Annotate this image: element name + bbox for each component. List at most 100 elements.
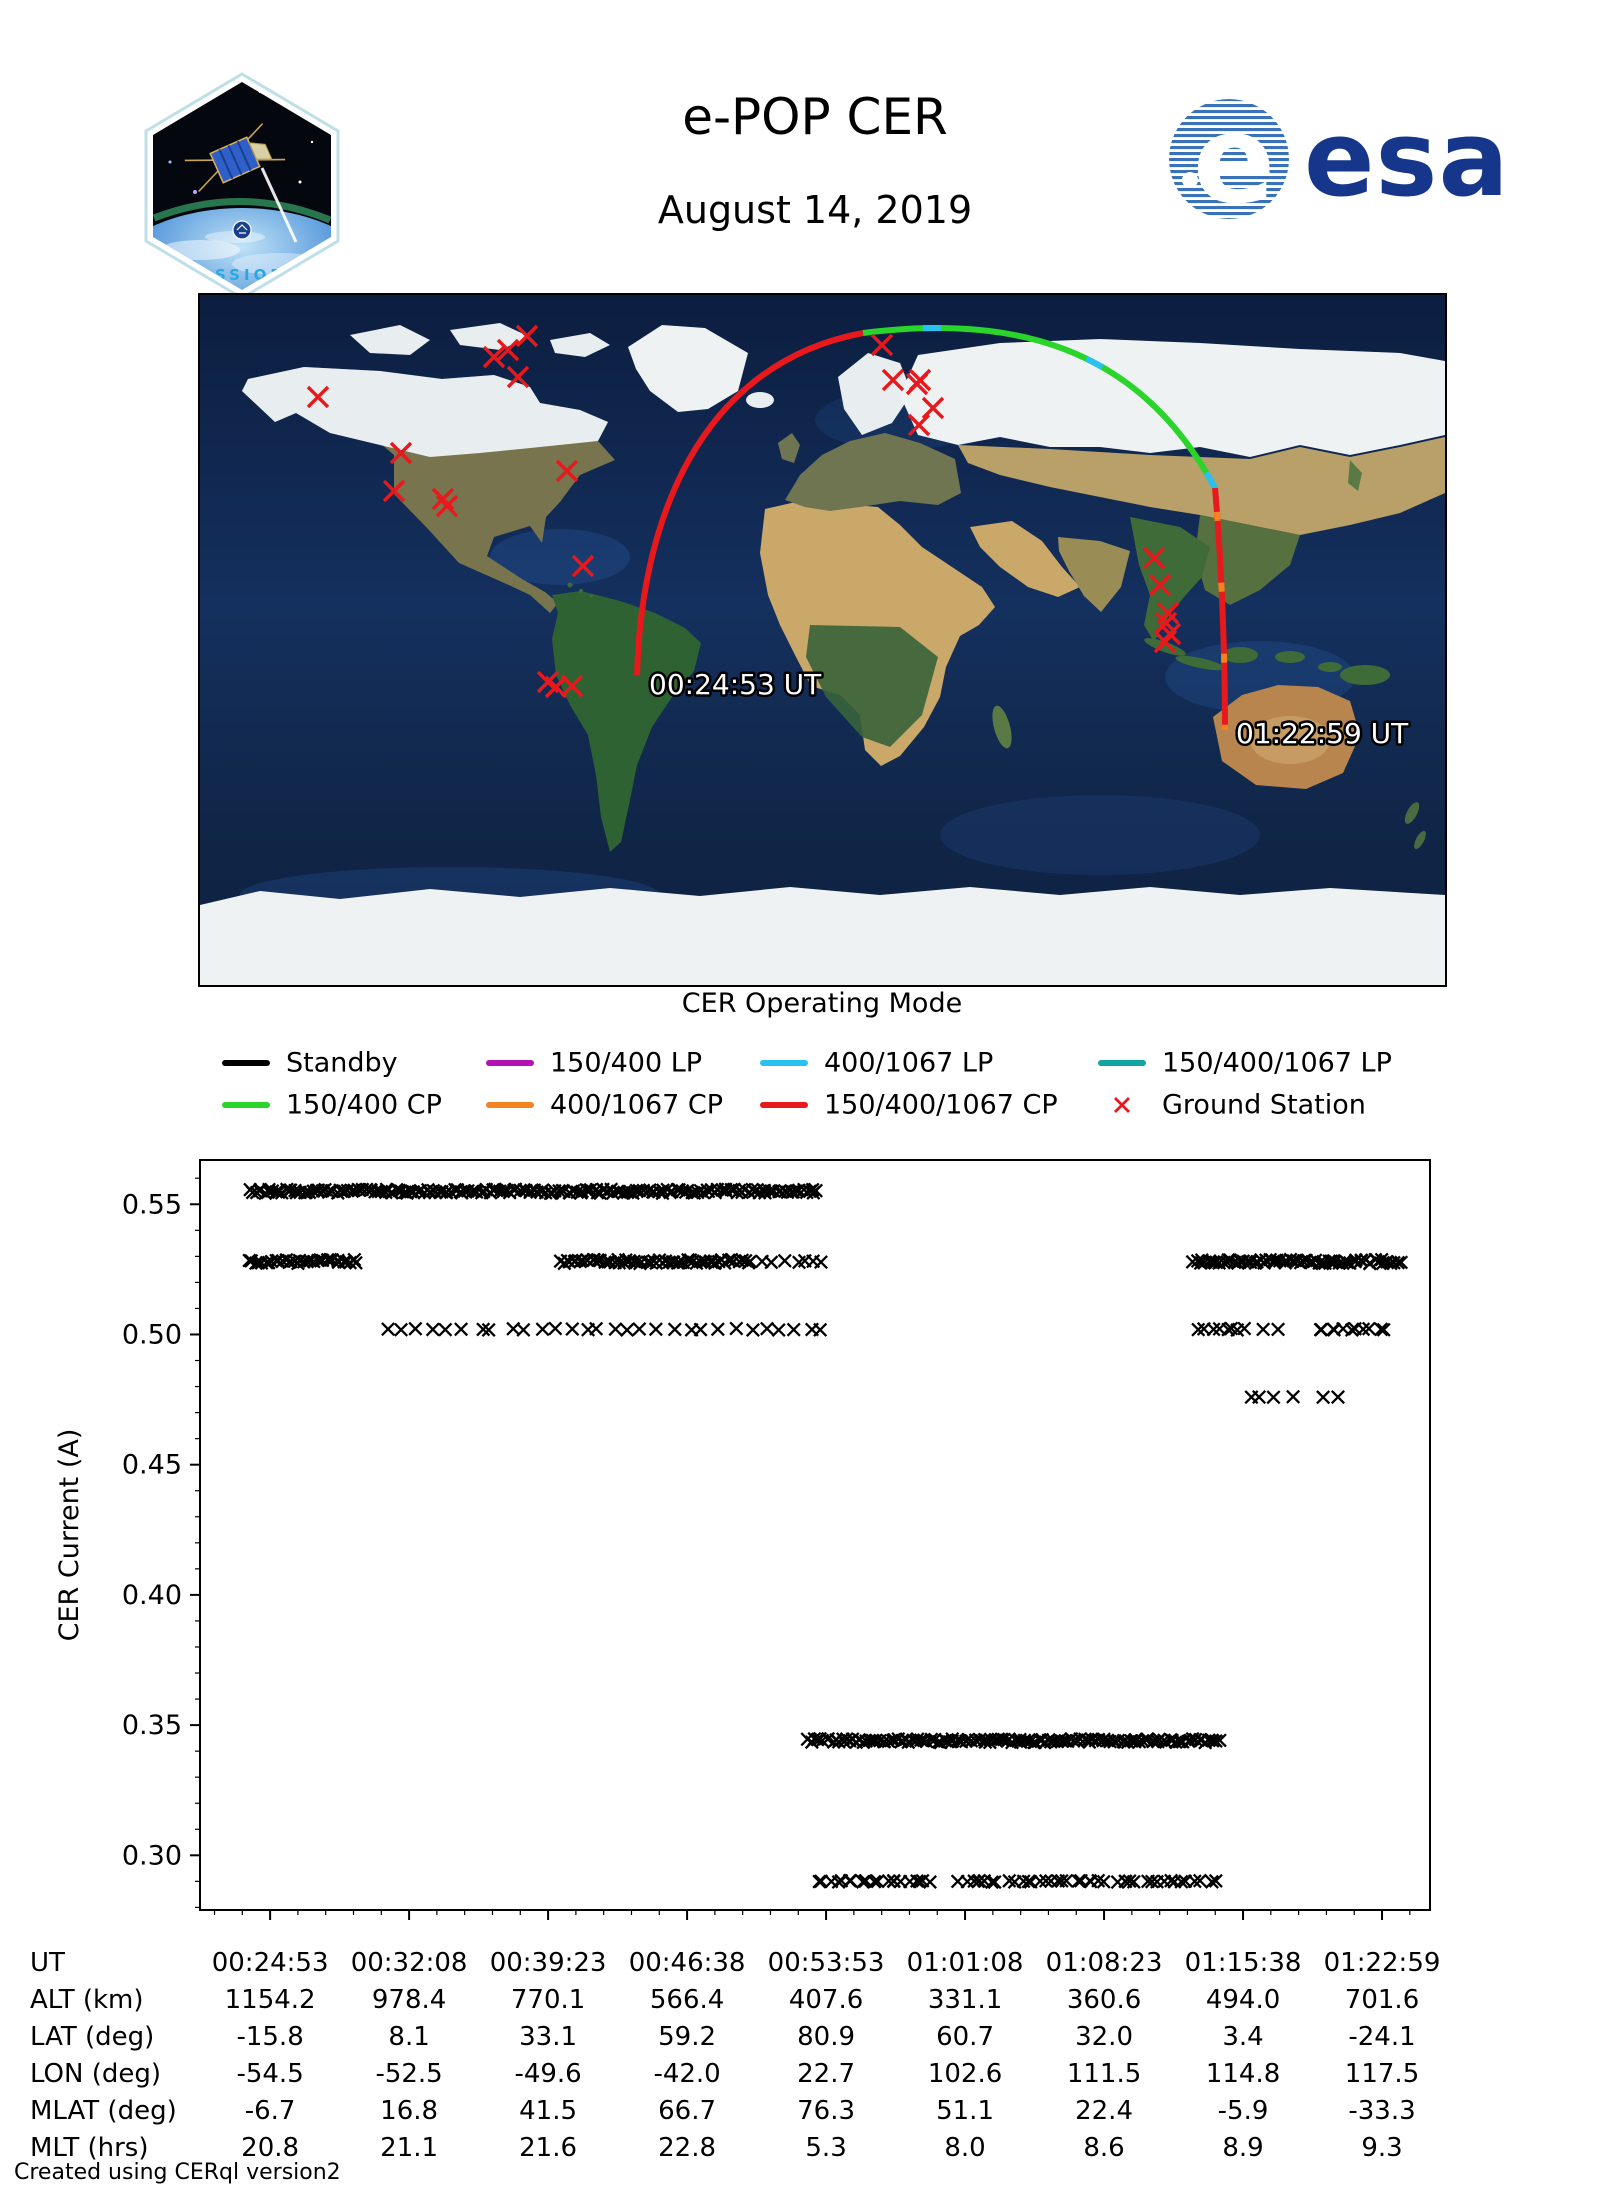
chart-frame bbox=[199, 1159, 1431, 1911]
scatter-marker bbox=[516, 1322, 531, 1337]
table-cell: 8.1 bbox=[388, 2022, 430, 2052]
y-tick-label: 0.55 bbox=[122, 1189, 182, 1220]
table-cell: 22.7 bbox=[797, 2059, 856, 2089]
y-axis-label: CER Current (A) bbox=[54, 1429, 85, 1642]
scatter-marker bbox=[535, 1322, 550, 1337]
ground-station-marker bbox=[306, 385, 330, 409]
scatter-marker bbox=[1002, 1873, 1017, 1888]
table-cell: 22.4 bbox=[1075, 2096, 1133, 2126]
scatter-marker bbox=[1208, 1873, 1223, 1888]
ground-station-marker bbox=[389, 441, 413, 465]
table-cell: 770.1 bbox=[510, 1985, 586, 2015]
scatter-marker bbox=[1324, 1254, 1339, 1269]
world-map: 00:24:53 UT 01:22:59 UT bbox=[200, 295, 1445, 985]
table-cell: 60.7 bbox=[936, 2022, 994, 2052]
scatter-marker bbox=[1356, 1322, 1371, 1337]
scatter-marker bbox=[394, 1322, 409, 1337]
ground-station-marker bbox=[482, 345, 506, 369]
scatter-marker bbox=[808, 1183, 824, 1198]
scatter-marker bbox=[909, 1873, 924, 1888]
table-row-label-5: MLT (hrs) bbox=[30, 2133, 149, 2163]
scatter-marker bbox=[672, 1255, 687, 1270]
scatter-marker bbox=[1237, 1321, 1252, 1336]
table-cell: -33.3 bbox=[1348, 2096, 1416, 2126]
scatter-marker bbox=[1316, 1390, 1331, 1405]
scatter-marker bbox=[249, 1256, 264, 1271]
scatter-marker bbox=[1206, 1322, 1221, 1337]
table-cell: 8.0 bbox=[944, 2133, 986, 2163]
scatter-marker bbox=[1187, 1874, 1202, 1889]
track-end-time-label: 01:22:59 UT bbox=[1236, 717, 1409, 750]
ground-station-marker bbox=[907, 413, 931, 437]
scatter-marker bbox=[813, 1322, 828, 1337]
scatter-marker bbox=[620, 1323, 635, 1338]
legend-swatch-4 bbox=[222, 1102, 270, 1108]
scatter-marker bbox=[454, 1322, 469, 1337]
esa-wordmark: esa bbox=[1304, 98, 1510, 220]
table-cell: 102.6 bbox=[927, 2059, 1003, 2089]
table-cell: -5.9 bbox=[1217, 2096, 1269, 2126]
table-cell: -42.0 bbox=[653, 2059, 721, 2089]
table-cell: 00:24:53 bbox=[211, 1948, 329, 1978]
scatter-marker bbox=[1144, 1874, 1159, 1889]
legend-label-1: 150/400 LP bbox=[550, 1047, 703, 1079]
table-row-label-1: ALT (km) bbox=[30, 1985, 144, 2015]
ground-station-marker bbox=[1153, 630, 1177, 654]
table-cell: -24.1 bbox=[1348, 2022, 1416, 2052]
scatter-marker bbox=[1330, 1390, 1345, 1405]
scatter-marker bbox=[359, 1182, 374, 1197]
scatter-marker bbox=[565, 1321, 580, 1337]
table-cell: 20.8 bbox=[241, 2133, 300, 2163]
scatter-marker bbox=[1192, 1873, 1207, 1888]
table-cell: 1154.2 bbox=[224, 1985, 316, 2015]
legend-label-7: Ground Station bbox=[1162, 1089, 1366, 1121]
table-cell: 00:46:38 bbox=[628, 1948, 746, 1978]
y-tick-label: 0.50 bbox=[122, 1319, 182, 1350]
table-cell: -6.7 bbox=[244, 2096, 296, 2126]
ground-station-marker bbox=[506, 365, 530, 389]
scatter-marker bbox=[1033, 1874, 1048, 1889]
scatter-marker bbox=[693, 1322, 708, 1337]
scatter-marker bbox=[777, 1253, 792, 1268]
scatter-marker bbox=[1376, 1322, 1391, 1337]
track-segment-1 bbox=[862, 324, 1218, 490]
track-time-labels: 00:24:53 UT 01:22:59 UT bbox=[647, 666, 1412, 753]
scatter-marker bbox=[589, 1321, 604, 1336]
scatter-marker bbox=[1256, 1322, 1271, 1337]
scatter-marker bbox=[648, 1322, 663, 1337]
table-cell: 9.3 bbox=[1361, 2133, 1403, 2163]
cer-current-chart: CER Current (A) 0.30 0.35 0.40 0.45 0.50 0.55 bbox=[54, 1159, 1431, 1920]
table-cell: 407.6 bbox=[788, 1985, 864, 2015]
table-cell: 978.4 bbox=[371, 1985, 447, 2015]
table-cell: 41.5 bbox=[519, 2096, 578, 2126]
table-cell: -52.5 bbox=[375, 2059, 443, 2089]
scatter-marker bbox=[1021, 1874, 1036, 1889]
table-cell: 3.4 bbox=[1222, 2022, 1264, 2052]
scatter-marker bbox=[1096, 1874, 1111, 1889]
table-cell: 566.4 bbox=[649, 1985, 725, 2015]
scatter-marker bbox=[984, 1875, 999, 1890]
table-row-label-4: MLAT (deg) bbox=[30, 2096, 177, 2126]
ground-track-map: 00:24:53 UT 01:22:59 UT bbox=[198, 293, 1447, 987]
satellite-icon bbox=[184, 123, 286, 193]
ground-station-marker bbox=[881, 368, 905, 392]
y-tick-label: 0.30 bbox=[122, 1840, 182, 1871]
scatter-marker bbox=[1188, 1732, 1203, 1747]
table-row-label-2: LAT (deg) bbox=[30, 2022, 155, 2052]
table-cell: 01:22:59 bbox=[1323, 1948, 1441, 1978]
y-tick-label: 0.45 bbox=[122, 1450, 182, 1481]
scatter-marker bbox=[269, 1184, 284, 1199]
y-tick-label: 0.40 bbox=[122, 1580, 182, 1611]
table-cell: 51.1 bbox=[936, 2096, 994, 2126]
legend-swatch-5 bbox=[486, 1102, 534, 1108]
ground-station-marker bbox=[560, 674, 584, 698]
footer-credit: Created using CERql version2 bbox=[14, 2160, 341, 2185]
scatter-marker bbox=[912, 1874, 927, 1889]
table-cell: 00:32:08 bbox=[350, 1948, 468, 1978]
y-tick-label: 0.35 bbox=[122, 1710, 182, 1741]
scatter-marker bbox=[575, 1253, 590, 1268]
ground-station-marker bbox=[435, 494, 459, 518]
scatter-marker bbox=[685, 1185, 700, 1200]
legend-swatch-6 bbox=[760, 1102, 808, 1108]
ground-station-marker bbox=[571, 554, 595, 578]
